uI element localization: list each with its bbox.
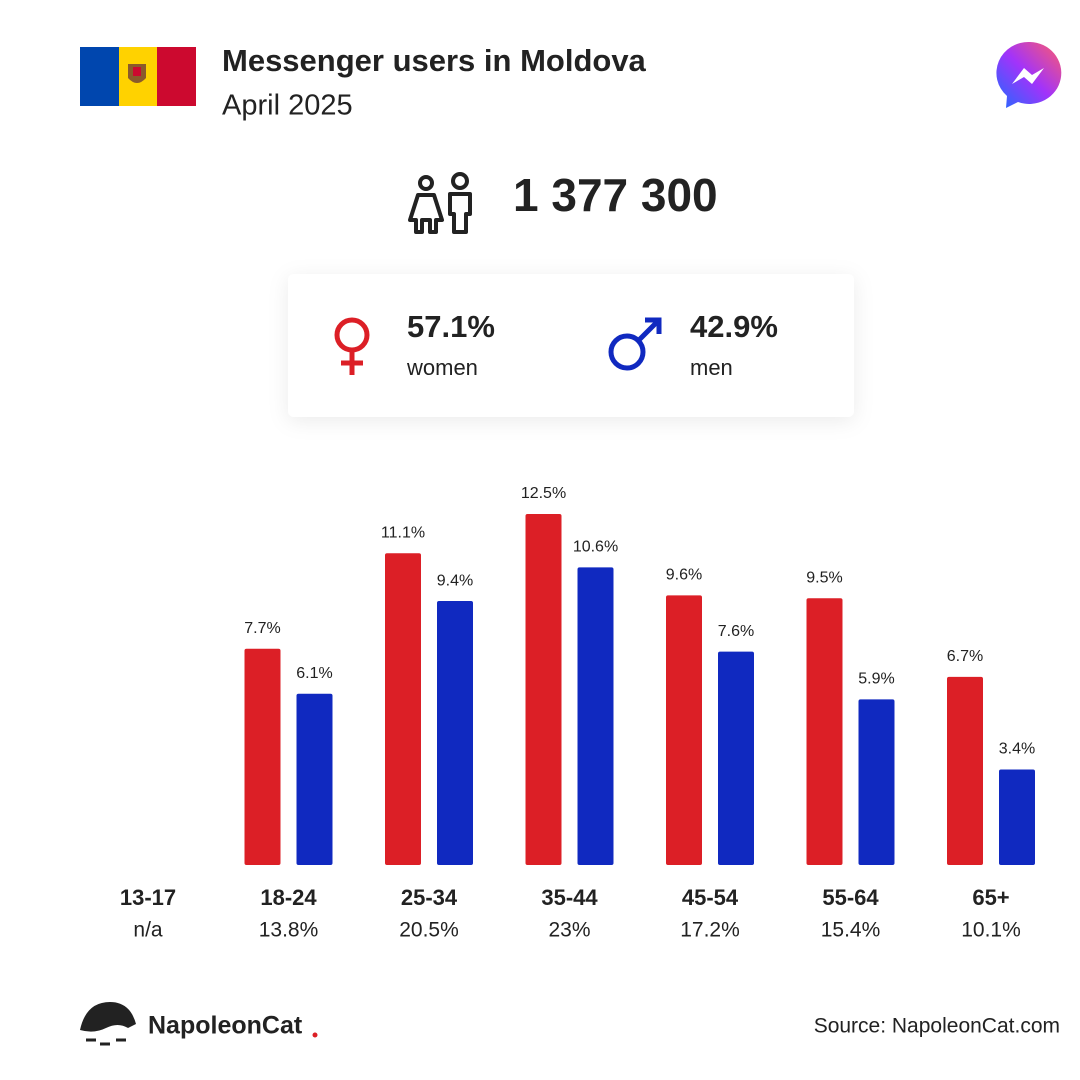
age-total: 15.4%	[821, 919, 881, 942]
men-label: men	[690, 355, 733, 380]
bar	[525, 514, 562, 865]
bar	[666, 595, 702, 865]
value-label: 6.1%	[296, 665, 332, 682]
value-label: 5.9%	[858, 671, 894, 688]
bar	[577, 567, 614, 865]
value-label: 10.6%	[573, 539, 618, 556]
bar	[718, 651, 754, 865]
value-label: 12.5%	[521, 485, 566, 502]
age-chart: 13-17 n/a 18-24 13.8% 7.7% 6.1% 25-34 20.5% 11.1…	[120, 485, 1035, 941]
users-icon	[408, 172, 472, 234]
brand: NapoleonCat	[148, 1012, 303, 1040]
value-label: 9.6%	[666, 567, 702, 584]
value-label: 9.5%	[806, 569, 842, 586]
age-label: 18-24	[260, 885, 317, 910]
bar	[437, 601, 473, 865]
bar	[296, 693, 333, 865]
total-users: 1 377 300	[513, 169, 718, 221]
bar	[999, 769, 1035, 865]
value-label: 6.7%	[947, 648, 983, 665]
women-share: 57.1%	[407, 309, 495, 344]
value-label: 7.7%	[244, 620, 280, 637]
age-total: 20.5%	[399, 919, 459, 942]
flag	[80, 47, 196, 106]
bar	[806, 598, 843, 865]
age-label: 65+	[972, 885, 1009, 910]
brand-dot	[312, 1032, 318, 1038]
subtitle: April 2025	[222, 90, 353, 122]
value-label: 3.4%	[999, 741, 1035, 758]
age-total: 23%	[548, 919, 590, 942]
value-label: 9.4%	[437, 572, 473, 589]
messenger-icon	[996, 41, 1062, 108]
age-label: 55-64	[822, 885, 879, 910]
bar	[385, 553, 421, 865]
men-share: 42.9%	[690, 309, 778, 344]
source: Source: NapoleonCat.com	[814, 1015, 1060, 1038]
title: Messenger users in Moldova	[222, 43, 647, 78]
women-label: women	[406, 355, 478, 380]
napoleoncat-logo	[80, 1002, 136, 1046]
bar	[244, 648, 281, 865]
age-label: 25-34	[401, 885, 458, 910]
bar	[858, 699, 895, 865]
female-symbol	[334, 317, 370, 375]
age-total: 17.2%	[680, 919, 740, 942]
age-label: 45-54	[682, 885, 739, 910]
value-label: 11.1%	[381, 525, 425, 542]
bar	[947, 676, 983, 865]
age-label: 35-44	[541, 885, 598, 910]
age-total: n/a	[133, 919, 163, 942]
age-total: 13.8%	[259, 919, 319, 942]
age-total: 10.1%	[961, 919, 1021, 942]
value-label: 7.6%	[718, 623, 754, 640]
age-label: 13-17	[120, 885, 176, 910]
male-symbol	[608, 317, 662, 371]
gender-box	[288, 274, 854, 417]
